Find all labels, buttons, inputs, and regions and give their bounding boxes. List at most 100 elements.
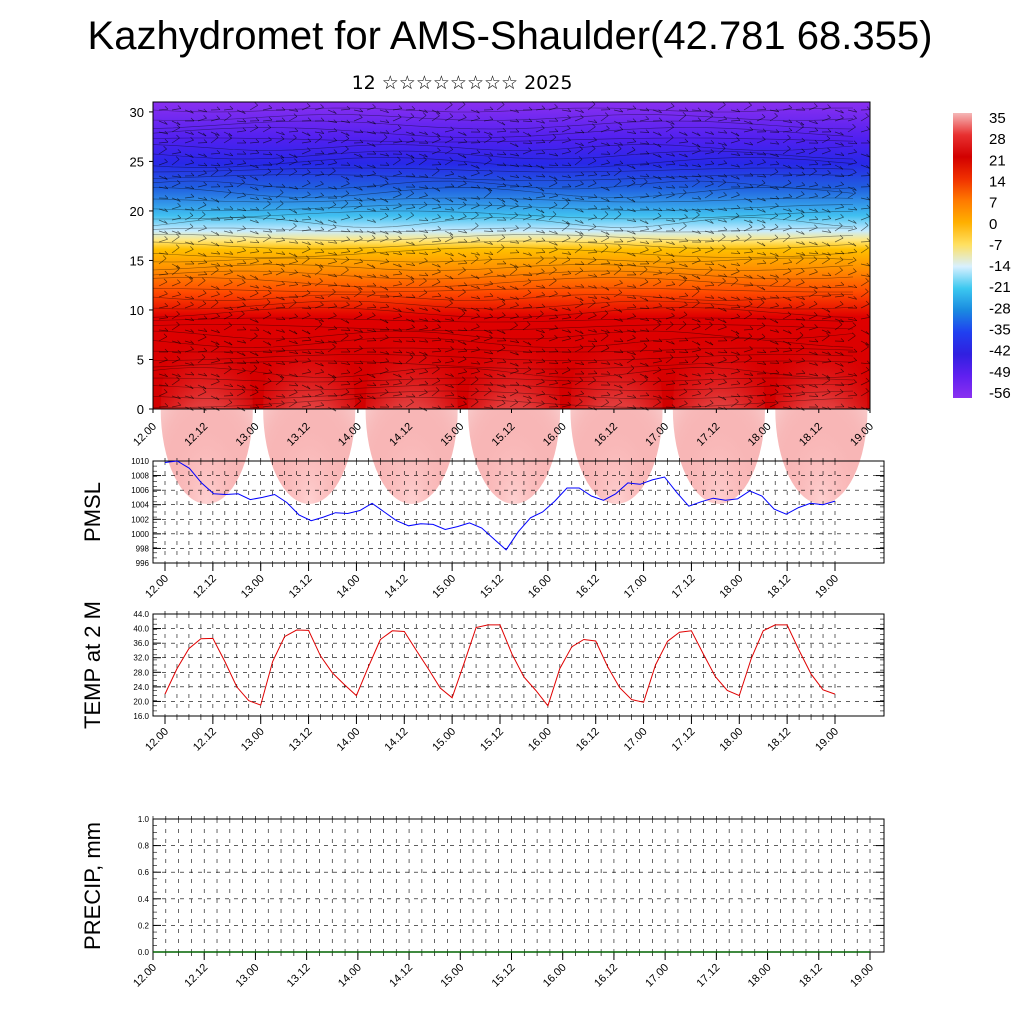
wind-barb-flag — [294, 350, 299, 354]
wind-barb — [314, 269, 323, 276]
wind-barb-flag — [697, 318, 701, 323]
wind-barb — [548, 269, 557, 276]
wind-barb — [340, 239, 350, 243]
wind-barb-flag — [398, 349, 403, 354]
wind-barb — [340, 138, 350, 144]
wind-barb-flag — [826, 332, 830, 337]
wind-barb-flag — [671, 396, 675, 400]
wind-barb — [496, 296, 506, 302]
wind-barb — [639, 109, 650, 112]
wind-barb — [600, 402, 609, 408]
wind-barb-flag — [372, 120, 376, 125]
wind-barb — [522, 263, 532, 268]
wind-barb-flag — [502, 260, 507, 265]
wind-barb-flag — [865, 388, 869, 392]
wind-barb — [509, 340, 519, 344]
wind-barb-flag — [566, 221, 571, 225]
wind-barb-flag — [801, 137, 806, 142]
temp2m-frame — [152, 613, 885, 717]
wind-barb — [756, 394, 767, 397]
wind-barb — [626, 120, 637, 122]
wind-barb — [639, 208, 650, 210]
wind-barb — [769, 340, 779, 345]
wind-barb — [171, 159, 180, 166]
wind-barb-flag — [333, 251, 338, 256]
wind-barb — [769, 274, 779, 278]
wind-barb-flag — [436, 308, 441, 313]
wind-barb — [288, 361, 298, 364]
wind-barb — [158, 219, 168, 224]
wind-barb-flag — [775, 383, 780, 387]
wind-barb — [535, 403, 545, 408]
wind-barb-flag — [190, 172, 195, 177]
wind-barb — [691, 260, 701, 265]
wind-barb-flag — [606, 391, 611, 396]
wind-barb-flag — [177, 373, 181, 378]
wind-barb-flag — [359, 114, 363, 118]
wind-barb — [249, 105, 258, 111]
wind-barb — [795, 335, 804, 342]
x-tick-label: 18.12 — [765, 726, 793, 754]
wind-barb-flag — [463, 368, 468, 373]
wind-barb-flag — [826, 242, 831, 247]
wind-barb-flag — [514, 143, 519, 148]
wind-barb-flag — [579, 145, 583, 150]
wind-barb-flag — [619, 384, 623, 389]
wind-barb — [444, 116, 453, 122]
wind-barb — [327, 373, 337, 379]
wind-barb-flag — [372, 360, 377, 364]
wind-barb — [405, 371, 415, 375]
wind-barb — [353, 329, 363, 333]
wind-barb — [379, 197, 389, 203]
wind-barb — [171, 340, 181, 344]
wind-barb-flag — [788, 165, 792, 169]
contour-line — [152, 127, 854, 138]
wind-barb — [795, 230, 805, 235]
wind-barb-flag — [671, 218, 676, 222]
wind-barb — [353, 164, 363, 169]
wind-barb-flag — [709, 399, 714, 404]
wind-barb-flag — [762, 106, 767, 110]
x-tick-label: 13.12 — [285, 962, 313, 990]
wind-barb-flag — [553, 277, 557, 281]
wind-barb-flag — [567, 329, 571, 333]
wind-barb — [392, 230, 402, 234]
wind-barb-flag — [697, 238, 702, 243]
wind-barb — [444, 285, 454, 291]
wind-barb — [769, 318, 779, 324]
wind-barb — [574, 117, 584, 122]
wind-barb — [678, 274, 688, 280]
wind-barb-flag — [163, 333, 168, 337]
wind-barb-flag — [722, 244, 726, 249]
wind-barb-flag — [397, 187, 402, 191]
wind-barb — [392, 373, 402, 378]
wind-barb — [275, 350, 285, 353]
wind-barb — [236, 296, 246, 301]
wind-barb — [743, 208, 754, 211]
wind-barb-flag — [515, 296, 519, 300]
wind-barb — [821, 380, 830, 386]
wind-barb — [522, 226, 531, 232]
wind-barb-flag — [267, 168, 272, 172]
wind-barb — [444, 160, 453, 166]
wind-barb-flag — [619, 160, 624, 164]
wind-barb-flag — [619, 262, 624, 267]
wind-barb-flag — [605, 344, 610, 349]
wind-barb-flag — [749, 120, 753, 125]
wind-barb — [353, 362, 364, 365]
wind-barb — [184, 109, 194, 114]
wind-barb — [288, 272, 298, 276]
wind-barb-flag — [254, 102, 258, 106]
wind-barb — [392, 329, 402, 332]
wind-barb-flag — [697, 163, 702, 168]
wind-barb — [756, 182, 766, 188]
wind-barb — [405, 193, 414, 199]
wind-barb-flag — [164, 373, 168, 377]
page-title: Kazhydromet for AMS-Shaulder(42.781 68.3… — [87, 14, 933, 58]
wind-barb — [691, 181, 700, 188]
wind-barb — [626, 230, 636, 235]
wind-barb-flag — [268, 362, 272, 367]
wind-barb-flag — [840, 250, 845, 255]
wind-barb-flag — [463, 396, 467, 400]
wind-barb-flag — [436, 365, 440, 370]
